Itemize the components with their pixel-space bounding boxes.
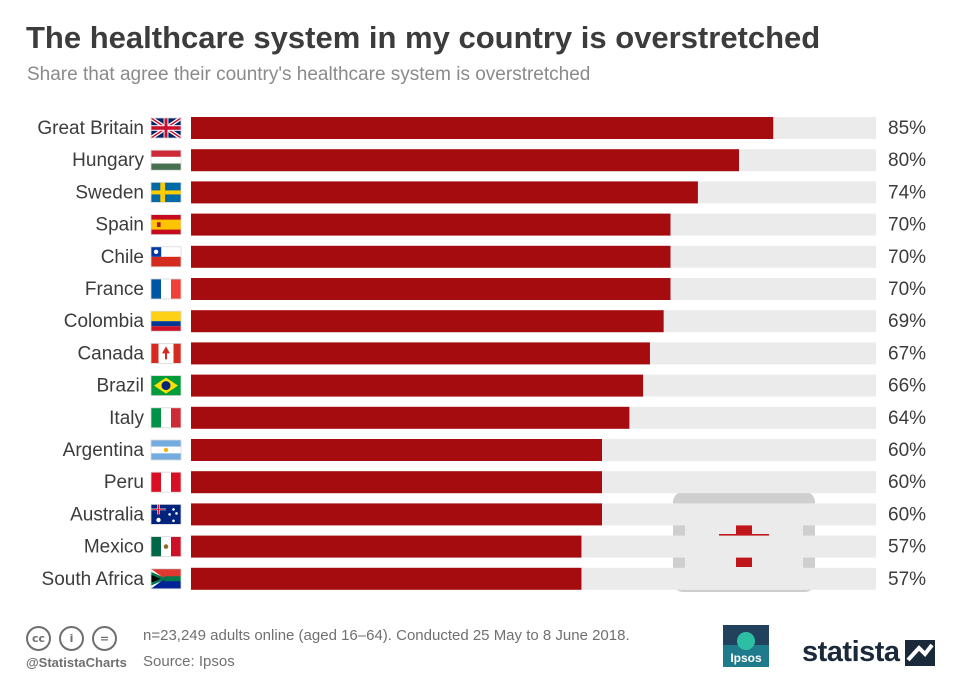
bar[interactable] [191, 310, 664, 333]
flag-cl-icon [150, 246, 182, 268]
value-label: 70% [888, 215, 926, 236]
bar[interactable] [191, 535, 582, 558]
bar-row: Colombia 69% [64, 310, 926, 333]
value-label: 66% [888, 376, 926, 397]
chart-title: The healthcare system in my country is o… [26, 20, 821, 55]
bar-row: Hungary 80% [72, 149, 926, 172]
ipsos-logo-text: Ipsos [730, 651, 762, 665]
value-label: 60% [888, 472, 926, 493]
category-label: Mexico [84, 537, 144, 558]
bar-row: Chile 70% [101, 245, 926, 268]
flag-co-icon [150, 310, 182, 332]
bar[interactable] [191, 471, 602, 494]
bar[interactable] [191, 245, 671, 268]
bar-chart: Great Britain 85% Hungary 80% Sweden 74% Spain… [37, 116, 926, 592]
bar[interactable] [191, 406, 630, 429]
statista-logo[interactable]: statista [802, 636, 900, 668]
survey-note: n=23,249 adults online (aged 16–64). Con… [143, 627, 630, 644]
flag-ar-icon [150, 439, 182, 461]
flag-hu-icon [150, 149, 182, 171]
bar[interactable] [191, 439, 602, 461]
bar-row: Brazil 66% [96, 374, 926, 397]
category-label: Brazil [96, 376, 144, 397]
category-label: Chile [101, 247, 144, 268]
attribution-icon[interactable]: i [59, 626, 84, 651]
flag-za-icon [150, 568, 182, 590]
value-label: 57% [888, 537, 926, 558]
statista-charts-handle[interactable]: @StatistaCharts [26, 655, 127, 670]
category-label: Colombia [64, 311, 145, 332]
value-label: 69% [888, 311, 926, 332]
flag-pe-icon [150, 471, 182, 493]
flag-ca-icon [150, 342, 182, 364]
category-label: Australia [70, 504, 144, 525]
flag-es-icon [150, 214, 182, 236]
flag-gb-icon [149, 116, 183, 140]
value-label: 70% [888, 279, 926, 300]
category-label: Sweden [75, 182, 144, 203]
category-label: South Africa [42, 569, 145, 590]
bar[interactable] [191, 567, 582, 590]
category-label: Canada [77, 343, 144, 364]
bar-row: Mexico 57% [84, 535, 926, 558]
license-icons: cc i = [26, 626, 117, 651]
category-label: Hungary [72, 150, 144, 171]
category-label: Italy [109, 408, 144, 429]
bar-row: Great Britain 85% [37, 116, 926, 140]
flag-se-icon [150, 181, 182, 203]
bar[interactable] [191, 278, 671, 300]
bar[interactable] [191, 181, 698, 204]
bar-row: South Africa 57% [42, 567, 926, 590]
value-label: 85% [888, 118, 926, 139]
bar[interactable] [191, 117, 774, 139]
flag-it-icon [150, 407, 182, 429]
source-text: Source: Ipsos [143, 653, 235, 670]
bar-row: Spain 70% [95, 213, 926, 236]
category-label: Argentina [63, 440, 145, 461]
bar[interactable] [191, 503, 602, 526]
ipsos-logo: Ipsos [723, 625, 769, 667]
bar[interactable] [191, 149, 739, 172]
bars-group: Great Britain 85% Hungary 80% Sweden 74% Spain… [37, 116, 926, 590]
bar-row: Peru 60% [104, 471, 926, 494]
flag-au-icon [150, 503, 182, 525]
statista-mark-icon [905, 640, 935, 666]
category-label: France [85, 279, 144, 300]
bar-row: Canada 67% [77, 342, 926, 365]
value-label: 70% [888, 247, 926, 268]
bar-row: Sweden 74% [75, 181, 926, 204]
bar-row: Argentina 60% [63, 439, 926, 461]
value-label: 60% [888, 440, 926, 461]
chart-subtitle: Share that agree their country's healthc… [27, 64, 591, 85]
category-label: Peru [104, 472, 144, 493]
value-label: 74% [888, 182, 926, 203]
value-label: 57% [888, 569, 926, 590]
no-derivatives-icon[interactable]: = [92, 626, 117, 651]
flag-fr-icon [150, 278, 182, 300]
bar-row: Italy 64% [109, 406, 926, 429]
cc-icon[interactable]: cc [26, 626, 51, 651]
bar[interactable] [191, 213, 671, 236]
value-label: 67% [888, 343, 926, 364]
value-label: 64% [888, 408, 926, 429]
flag-mx-icon [150, 536, 182, 557]
bar[interactable] [191, 374, 644, 397]
bar-row: France 70% [85, 278, 926, 300]
bar[interactable] [191, 342, 650, 365]
value-label: 80% [888, 150, 926, 171]
bar-row: Australia 60% [70, 503, 926, 526]
category-label: Great Britain [37, 118, 144, 139]
flag-br-icon [150, 375, 182, 397]
category-label: Spain [95, 215, 144, 236]
value-label: 60% [888, 504, 926, 525]
